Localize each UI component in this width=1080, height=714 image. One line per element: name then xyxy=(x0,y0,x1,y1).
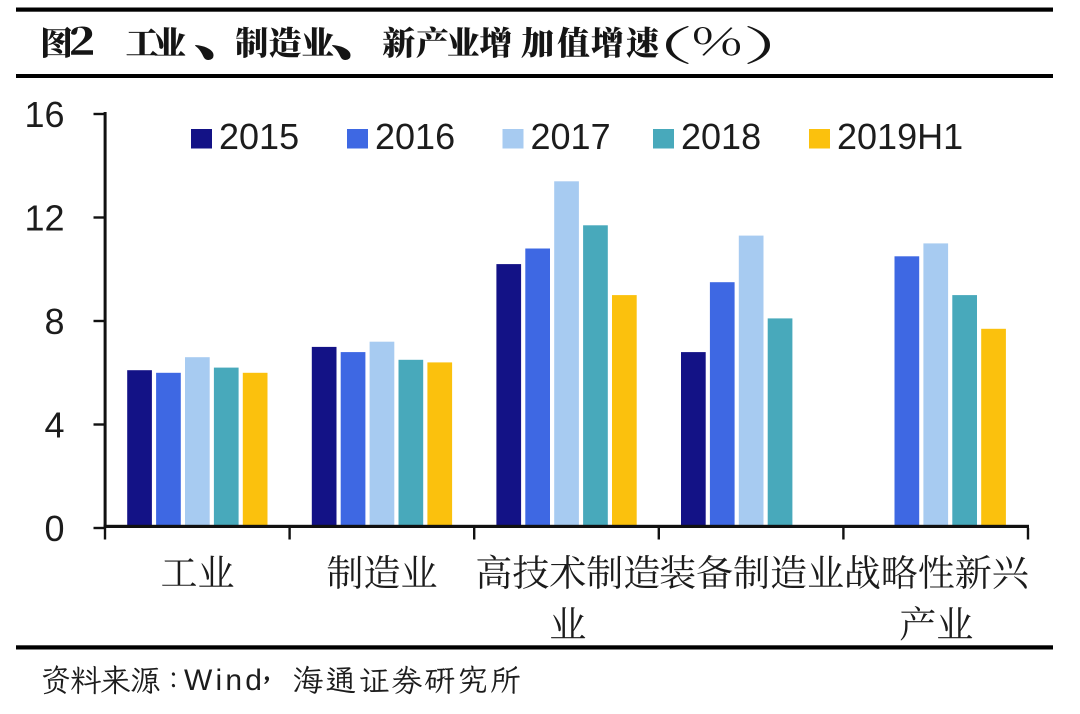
svg-text:2016: 2016 xyxy=(375,116,455,157)
svg-text:16: 16 xyxy=(24,94,64,135)
svg-text:2018: 2018 xyxy=(681,116,761,157)
svg-text:2017: 2017 xyxy=(531,116,611,157)
svg-text:12: 12 xyxy=(24,198,64,239)
svg-text:2015: 2015 xyxy=(219,116,299,157)
svg-text:0: 0 xyxy=(44,508,64,549)
svg-text:Wind: Wind xyxy=(184,664,265,697)
svg-text:8: 8 xyxy=(44,301,64,342)
svg-text:4: 4 xyxy=(44,405,64,446)
svg-text:2019H1: 2019H1 xyxy=(837,116,963,157)
